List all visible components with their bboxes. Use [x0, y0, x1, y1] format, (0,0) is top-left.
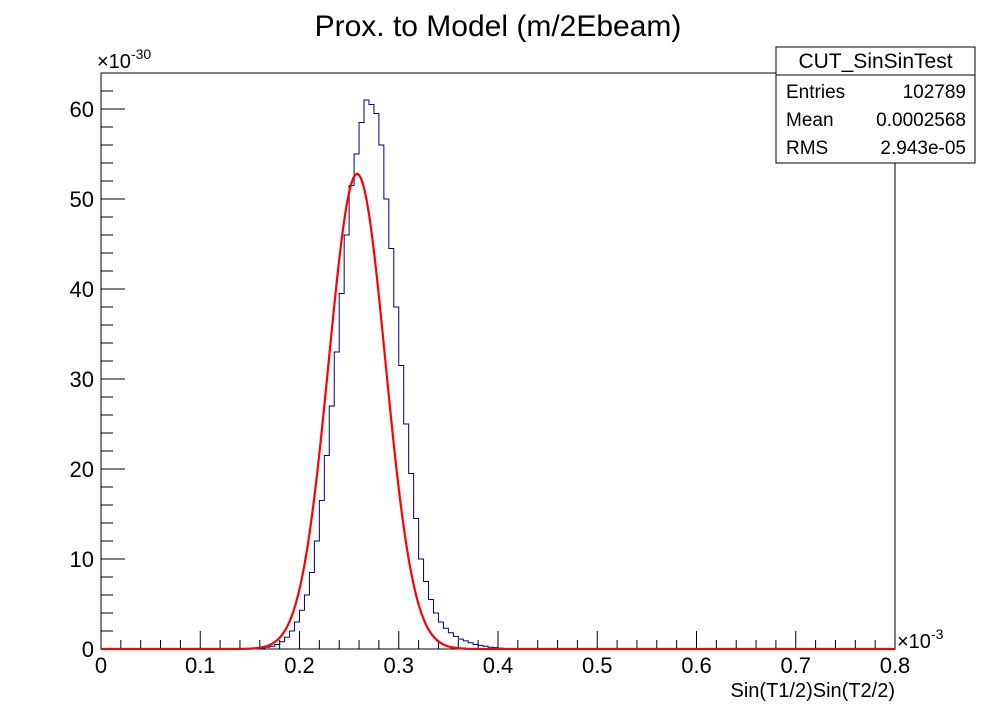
- stats-box-frame: [775, 46, 976, 164]
- y-multiplier: ×10-30: [97, 46, 151, 73]
- x-multiplier: ×10-3: [897, 626, 944, 653]
- x-tick-label: 0.7: [780, 653, 811, 678]
- histogram-bin: [280, 642, 285, 649]
- histogram-bin: [359, 123, 364, 650]
- histogram-bin: [384, 199, 389, 649]
- x-tick-label: 0.8: [880, 653, 911, 678]
- y-axis-ticks: 0 10 20 30 40 50 60: [70, 72, 125, 662]
- histogram-bin: [304, 595, 309, 649]
- x-tick-label: 0: [95, 653, 107, 678]
- x-axis-label: Sin(T1/2)Sin(T2/2): [731, 680, 896, 702]
- x-tick-label: 0.6: [681, 653, 712, 678]
- stats-box-title: CUT_SinSinTest: [798, 50, 952, 73]
- histogram-bin: [275, 645, 280, 650]
- y-tick-label: 20: [70, 457, 94, 482]
- y-tick-label: 30: [70, 367, 94, 392]
- y-tick-label: 50: [70, 187, 94, 212]
- stats-rms-value: 2.943e-05: [880, 138, 966, 159]
- histogram-bin: [344, 235, 349, 649]
- histogram-bin: [319, 501, 324, 650]
- y-tick-label: 10: [70, 547, 94, 572]
- histogram-bin: [329, 406, 334, 649]
- x-tick-label: 0.4: [483, 653, 514, 678]
- x-tick-label: 0.5: [582, 653, 613, 678]
- histogram-bin: [349, 186, 354, 650]
- stats-rms-label: RMS: [786, 138, 828, 159]
- histogram-bin: [424, 582, 429, 650]
- histogram-series: [101, 99, 895, 650]
- histogram-bin: [374, 114, 379, 650]
- histogram-bin: [300, 610, 305, 649]
- stats-entries-value: 102789: [903, 82, 966, 103]
- histogram-bin: [334, 352, 339, 649]
- y-tick-label: 40: [70, 277, 94, 302]
- x-tick-label: 0.2: [284, 653, 315, 678]
- histogram-bin: [354, 154, 359, 649]
- x-tick-label: 0.3: [383, 653, 414, 678]
- histogram-bin: [369, 105, 374, 650]
- histogram-outline: [101, 99, 895, 650]
- histogram-bin: [314, 541, 319, 649]
- stats-mean-value: 0.0002568: [876, 110, 966, 131]
- stats-box: CUT_SinSinTest Entries 102789 Mean 0.000…: [775, 46, 976, 164]
- y-tick-label: 60: [70, 97, 94, 122]
- fit-curve-group: [101, 172, 895, 651]
- histogram-bin: [309, 573, 314, 650]
- stats-mean-label: Mean: [786, 110, 834, 131]
- histogram-bin: [389, 249, 394, 650]
- histogram-bin: [429, 600, 434, 650]
- histogram-bin: [379, 145, 384, 649]
- histogram-bin: [324, 456, 329, 650]
- x-tick-label: 0.1: [185, 653, 216, 678]
- histogram-bin: [433, 613, 438, 649]
- chart-title: Prox. to Model (m/2Ebeam): [315, 10, 682, 43]
- fit-curve: [101, 172, 895, 651]
- histogram-bin: [295, 622, 300, 649]
- stats-entries-label: Entries: [786, 82, 845, 103]
- histogram-bin: [339, 294, 344, 650]
- histogram-bin: [364, 100, 369, 649]
- histogram-bin: [290, 631, 295, 649]
- histogram-bin: [285, 637, 290, 649]
- y-tick-label: 0: [82, 637, 94, 662]
- x-axis-ticks: 0 0.1 0.2 0.3 0.4 0.5 0.6 0.7 0.8: [95, 631, 910, 678]
